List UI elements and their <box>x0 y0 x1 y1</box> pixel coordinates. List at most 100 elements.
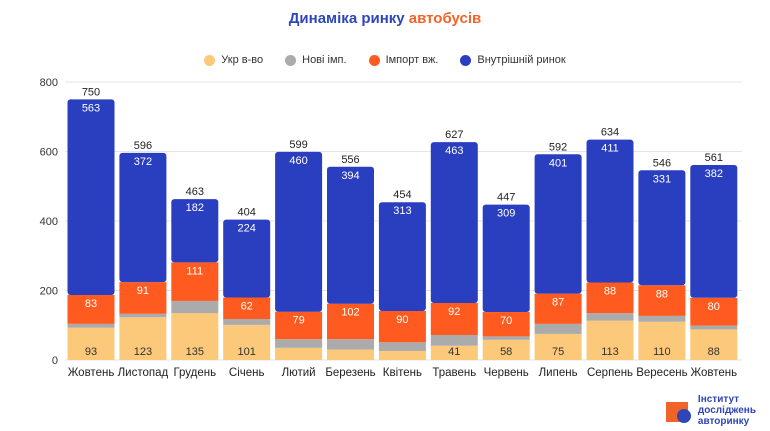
bar-segment <box>171 300 219 314</box>
x-tick-label: Січень <box>229 367 265 379</box>
bar-segment <box>275 347 323 360</box>
bar-segment <box>327 349 374 360</box>
x-tick-label: Березень <box>325 367 375 379</box>
legend-label: Нові імп. <box>302 54 347 66</box>
total-label: 546 <box>653 157 671 169</box>
data-label: 331 <box>653 173 671 185</box>
bar-segment <box>638 315 686 322</box>
legend-label: Укр в-во <box>221 54 264 66</box>
bar-segment <box>223 324 271 360</box>
legend: Укр в-во Нові імп. Імпорт вж. Внутрішній ри… <box>0 54 770 66</box>
legend-item: Внутрішній ринок <box>460 54 566 66</box>
legend-label: Внутрішній ринок <box>477 54 566 66</box>
bar-segment <box>275 151 323 312</box>
data-label: 382 <box>705 168 723 180</box>
data-label: 372 <box>134 156 152 168</box>
data-label: 80 <box>708 301 720 313</box>
bar-segment <box>171 262 219 301</box>
legend-item: Імпорт вж. <box>368 54 438 66</box>
bar-segment <box>67 323 115 328</box>
x-tick-label: Лютий <box>282 367 316 379</box>
logo-icon <box>665 401 691 423</box>
data-label: 91 <box>137 285 149 297</box>
bar-segment <box>67 295 115 324</box>
bar-segment <box>586 139 634 283</box>
data-label: 88 <box>656 288 668 300</box>
bar-segment <box>586 313 634 321</box>
bar-segment <box>223 219 271 298</box>
legend-item: Нові імп. <box>285 54 347 66</box>
x-tick-label: Липень <box>539 367 578 379</box>
x-tick-label: Квітень <box>383 367 422 379</box>
bar-segment <box>171 199 219 263</box>
data-label: 411 <box>601 143 619 155</box>
legend-swatch <box>204 54 216 66</box>
total-label: 592 <box>549 141 567 153</box>
bar-segment <box>482 312 530 337</box>
bar-segment <box>638 321 686 360</box>
bar-segment <box>482 336 530 340</box>
data-label: 88 <box>708 346 720 358</box>
data-label: 110 <box>653 346 671 358</box>
total-label: 556 <box>341 154 359 166</box>
bar-segment <box>67 99 115 296</box>
bar-segment <box>378 342 426 351</box>
bar-segment <box>482 339 530 360</box>
y-tick-label: 600 <box>40 147 58 159</box>
data-label: 41 <box>448 346 460 358</box>
data-label: 401 <box>549 157 567 169</box>
bar-segment <box>275 311 323 340</box>
bar-segment <box>119 152 167 283</box>
data-label: 460 <box>289 155 307 167</box>
bar-segment <box>223 318 271 325</box>
bar-segment <box>430 142 478 304</box>
bar-segment <box>586 320 634 360</box>
x-tick-label: Грудень <box>173 367 216 379</box>
bar-segment <box>327 339 374 350</box>
bar-segment <box>430 334 478 346</box>
y-tick-label: 0 <box>52 355 58 367</box>
total-label: 463 <box>186 186 204 198</box>
y-tick-label: 400 <box>40 216 58 228</box>
total-label: 634 <box>601 127 619 139</box>
data-label: 58 <box>500 346 512 358</box>
data-label: 123 <box>134 346 152 358</box>
legend-swatch <box>460 54 472 66</box>
x-tick-label: Серпень <box>587 367 633 379</box>
y-tick-label: 800 <box>40 77 58 89</box>
x-tick-label: Вересень <box>636 367 687 379</box>
x-tick-label: Червень <box>484 367 529 379</box>
legend-item: Укр в-во <box>204 54 263 66</box>
data-label: 93 <box>85 346 97 358</box>
data-label: 394 <box>341 170 359 182</box>
bar-segment <box>223 297 271 319</box>
bar-segment <box>638 285 686 316</box>
data-label: 111 <box>186 265 203 277</box>
data-label: 88 <box>604 286 616 298</box>
data-label: 113 <box>601 346 619 358</box>
bar-segment <box>171 313 219 360</box>
data-label: 224 <box>238 223 256 235</box>
bar-segment <box>534 293 582 324</box>
bar-segment <box>430 345 478 360</box>
bar-segment <box>119 317 167 360</box>
bar-segment <box>67 327 115 360</box>
bar-segment <box>275 339 323 348</box>
data-label: 102 <box>341 307 359 319</box>
total-label: 599 <box>289 139 307 151</box>
data-label: 87 <box>552 297 564 309</box>
x-tick-label: Жовтень <box>690 367 737 379</box>
bar-segment <box>378 350 426 360</box>
bar-segment <box>690 297 738 326</box>
logo: Інститут досліджень авторинку <box>665 394 756 427</box>
total-label: 750 <box>82 86 100 98</box>
total-label: 447 <box>497 192 515 204</box>
bar-segment <box>119 313 167 318</box>
bar-segment <box>534 323 582 334</box>
bar-segment <box>378 202 426 312</box>
legend-swatch <box>368 54 380 66</box>
y-tick-label: 200 <box>40 286 58 298</box>
data-label: 70 <box>500 315 512 327</box>
